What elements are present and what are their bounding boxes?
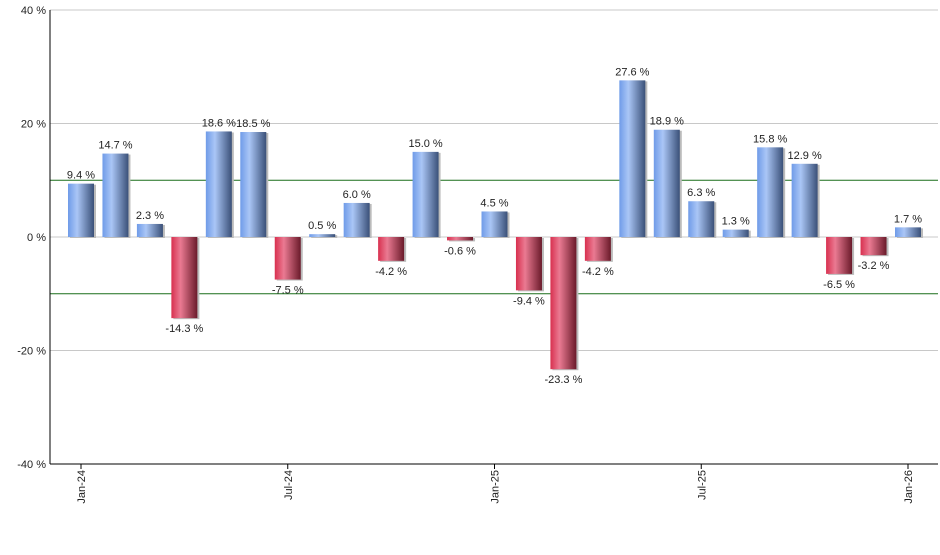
bar-Sep-24 xyxy=(343,202,370,237)
bar-May-25 xyxy=(619,80,646,238)
data-label: 1.7 % xyxy=(894,213,922,225)
y-tick-label: 0 % xyxy=(27,232,46,244)
data-label: -3.2 % xyxy=(858,260,890,272)
data-label: -4.2 % xyxy=(375,266,407,278)
data-label: 12.9 % xyxy=(788,150,822,162)
y-tick-label: 20 % xyxy=(21,119,46,131)
bar-Aug-24 xyxy=(309,234,336,237)
data-label: 1.3 % xyxy=(722,216,750,228)
y-tick-label: -40 % xyxy=(17,459,46,471)
bar-Oct-25 xyxy=(791,163,818,237)
bar-Mar-24 xyxy=(136,223,163,237)
data-label: 9.4 % xyxy=(67,170,95,182)
x-tick-label: Jul-25 xyxy=(696,470,708,500)
data-label: -7.5 % xyxy=(272,285,304,297)
y-tick-label: -20 % xyxy=(17,346,46,358)
data-label: -23.3 % xyxy=(544,374,582,386)
y-tick-label: 40 % xyxy=(21,5,46,17)
bar-Jul-25 xyxy=(688,201,715,237)
data-label: 18.6 % xyxy=(202,117,236,129)
bar-Jan-25 xyxy=(481,211,508,237)
bar-Jan-26 xyxy=(895,227,921,237)
data-label: -9.4 % xyxy=(513,295,545,307)
bar-Jan-24 xyxy=(68,183,94,237)
x-tick-label: Jan-25 xyxy=(490,470,502,504)
bar-Sep-25 xyxy=(757,147,784,237)
bar-Nov-25 xyxy=(826,237,853,274)
bar-Mar-25 xyxy=(550,237,577,370)
bar-Apr-24 xyxy=(171,237,198,319)
bar-Jul-24 xyxy=(274,237,301,280)
data-label: 2.3 % xyxy=(136,210,164,222)
x-tick-label: Jan-24 xyxy=(76,470,88,504)
data-label: 18.5 % xyxy=(236,118,270,130)
data-label: -0.6 % xyxy=(444,245,476,257)
data-label: -4.2 % xyxy=(582,266,614,278)
data-label: 18.9 % xyxy=(650,116,684,128)
bar-Oct-24 xyxy=(378,237,405,261)
data-label: -6.5 % xyxy=(823,279,855,291)
data-label: 14.7 % xyxy=(98,140,132,152)
bar-Jun-25 xyxy=(653,129,680,237)
x-tick-label: Jan-26 xyxy=(903,470,915,504)
data-label: 6.0 % xyxy=(343,189,371,201)
bars: 9.4 % 14.7 % 2.3 % -14.3 % 18.6 % 18.5 % -7.5 … xyxy=(67,66,923,386)
bar-Dec-24 xyxy=(447,237,474,241)
bar-May-24 xyxy=(205,131,232,237)
data-label: 4.5 % xyxy=(480,197,508,209)
data-label: -14.3 % xyxy=(165,323,203,335)
bar-Jun-24 xyxy=(240,132,267,237)
data-label: 27.6 % xyxy=(615,66,649,78)
axes: 40 % 20 % 0 % -20 % -40 % Jan-24 Jul-24 Jan-25 J… xyxy=(17,5,938,504)
data-label: 15.8 % xyxy=(753,133,787,145)
data-label: 15.0 % xyxy=(408,138,442,150)
data-label: 0.5 % xyxy=(308,220,336,232)
bar-Aug-25 xyxy=(722,229,749,237)
bar-Feb-25 xyxy=(515,237,542,291)
bar-Apr-25 xyxy=(584,237,611,261)
data-label: 6.3 % xyxy=(687,187,715,199)
bar-Nov-24 xyxy=(412,151,439,237)
bar-Dec-25 xyxy=(860,237,887,256)
x-tick-label: Jul-24 xyxy=(283,470,295,500)
bar-Feb-24 xyxy=(102,153,129,237)
